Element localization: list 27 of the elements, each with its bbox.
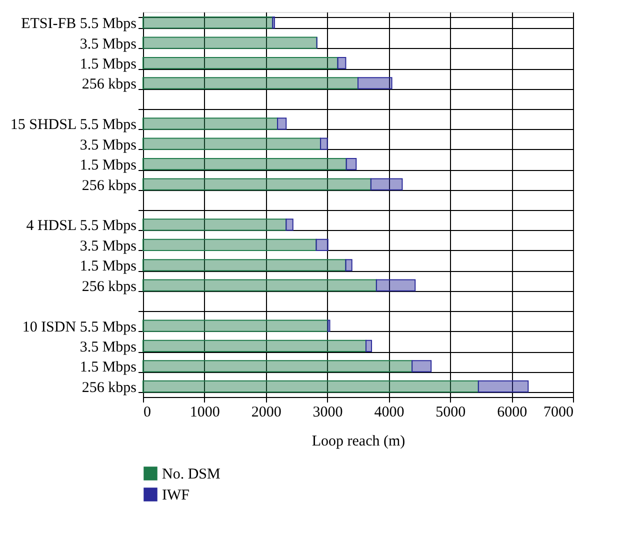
x-tick-label: 4000 bbox=[374, 404, 404, 420]
x-tick-label: 5000 bbox=[436, 404, 466, 420]
legend-label: No. DSM bbox=[162, 466, 220, 482]
y-tick-label: 3.5 Mbps bbox=[80, 339, 137, 356]
x-tick-label: 7000 bbox=[544, 404, 574, 420]
x-tick-label: 3000 bbox=[312, 404, 343, 420]
y-tick-label: 3.5 Mbps bbox=[80, 137, 137, 154]
y-tick-label: 1.5 Mbps bbox=[80, 158, 137, 174]
y-tick-label: 1.5 Mbps bbox=[80, 56, 137, 73]
y-tick-label: 1.5 Mbps bbox=[80, 258, 137, 275]
x-tick-label: 6000 bbox=[497, 404, 528, 420]
y-tick-label: ETSI-FB 5.5 Mbps bbox=[21, 16, 137, 32]
x-tick-label: 0 bbox=[144, 404, 151, 420]
y-tick-label: 1.5 Mbps bbox=[80, 360, 137, 376]
y-tick-label: 10 ISDN 5.5 Mbps bbox=[22, 319, 137, 336]
y-tick-label: 3.5 Mbps bbox=[80, 36, 137, 52]
y-tick-label: 15 SHDSL 5.5 Mbps bbox=[10, 117, 137, 134]
y-tick-label: 3.5 Mbps bbox=[80, 238, 137, 254]
x-tick-label: 2000 bbox=[251, 404, 282, 420]
y-tick-label: 4 HDSL 5.5 Mbps bbox=[26, 218, 137, 234]
y-tick-label: 256 kbps bbox=[82, 76, 137, 93]
y-tick-label: 256 kbps bbox=[82, 380, 137, 396]
x-axis-title: Loop reach (m) bbox=[312, 434, 406, 450]
x-tick-label: 1000 bbox=[190, 404, 220, 420]
legend-label: IWF bbox=[162, 488, 190, 504]
y-tick-label: 256 kbps bbox=[82, 178, 137, 194]
y-tick-label: 256 kbps bbox=[82, 278, 137, 295]
